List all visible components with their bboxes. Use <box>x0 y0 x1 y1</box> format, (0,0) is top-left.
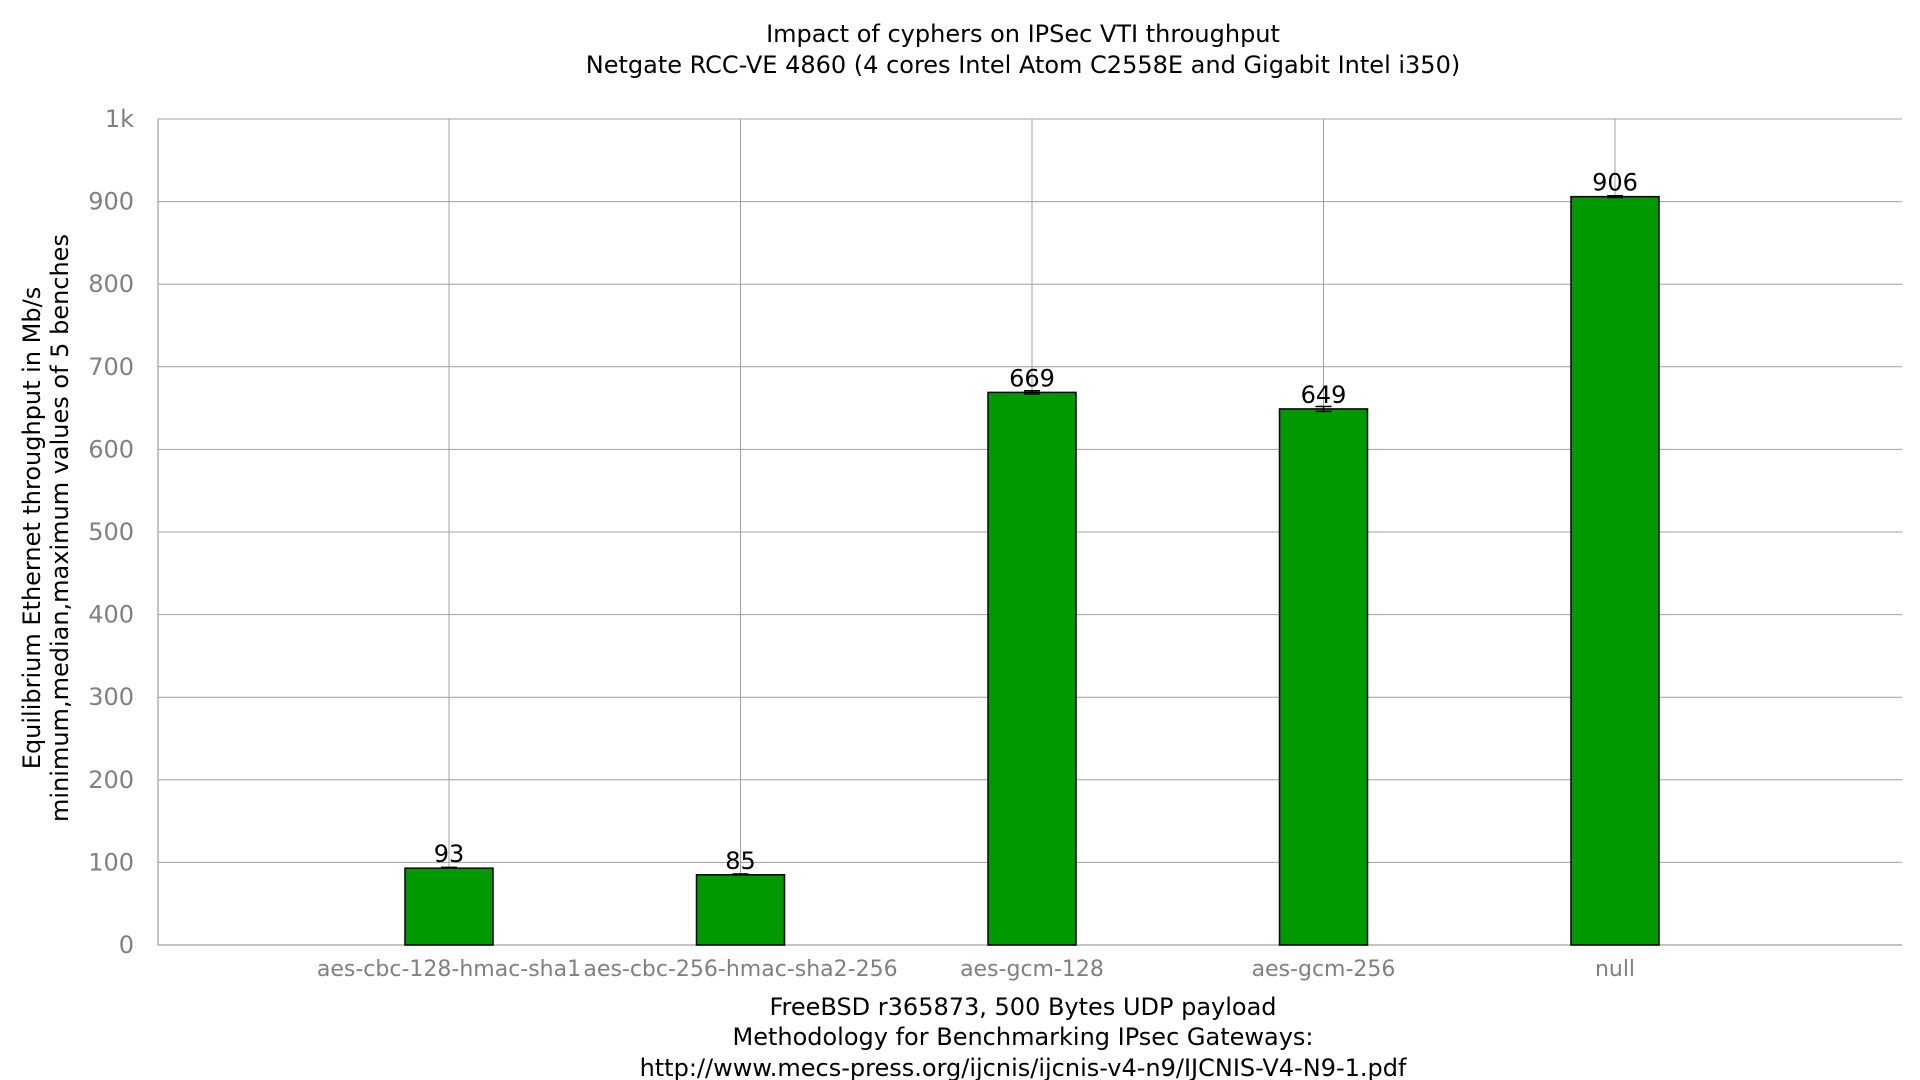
x-axis-label-url: http://www.mecs-press.org/ijcnis/ijcnis-… <box>640 1054 1407 1080</box>
chart-subtitle: Netgate RCC-VE 4860 (4 cores Intel Atom … <box>586 51 1460 79</box>
bar <box>695 874 786 946</box>
y-tick-label: 1k <box>105 105 134 133</box>
y-axis-label-secondary: minimum,median,maximum values of 5 bench… <box>46 234 74 822</box>
x-axis-label-methodology: Methodology for Benchmarking IPsec Gatew… <box>732 1023 1313 1051</box>
bar <box>1570 195 1660 946</box>
data-labels: 93 85 669 649 906 <box>434 169 1638 875</box>
bars <box>404 195 1660 946</box>
bar-value-label: 649 <box>1301 381 1347 409</box>
y-tick-label: 200 <box>88 766 134 794</box>
x-tick-label: null <box>1595 957 1635 982</box>
bar-value-label: 669 <box>1009 364 1055 392</box>
x-axis-ticks: aes-cbc-128-hmac-sha1 aes-cbc-256-hmac-sh… <box>317 957 1635 982</box>
x-tick-label: aes-gcm-256 <box>1252 957 1396 982</box>
bar <box>1278 408 1369 946</box>
y-tick-label: 100 <box>88 848 134 876</box>
y-tick-label: 300 <box>88 683 134 711</box>
y-axis-ticks: 0 100 200 300 400 500 600 700 800 900 1k <box>88 105 134 959</box>
y-tick-label: 900 <box>88 188 134 216</box>
x-axis-label: FreeBSD r365873, 500 Bytes UDP payload <box>769 993 1276 1021</box>
y-tick-label: 500 <box>88 518 134 546</box>
y-tick-label: 800 <box>88 270 134 298</box>
y-tick-label: 700 <box>88 353 134 381</box>
x-tick-label: aes-gcm-128 <box>960 957 1104 982</box>
bar-value-label: 906 <box>1592 169 1638 197</box>
bar <box>987 391 1077 946</box>
x-tick-label: aes-cbc-256-hmac-sha2-256 <box>583 957 897 982</box>
bar-value-label: 93 <box>434 840 465 868</box>
bar <box>404 867 494 946</box>
y-tick-label: 600 <box>88 435 134 463</box>
chart-title: Impact of cyphers on IPSec VTI throughpu… <box>766 20 1280 48</box>
y-tick-label: 0 <box>119 931 134 959</box>
bar-value-label: 85 <box>725 847 756 875</box>
y-tick-label: 400 <box>88 601 134 629</box>
y-axis-label: Equilibrium Ethernet throughput in Mb/s <box>18 287 46 769</box>
x-tick-label: aes-cbc-128-hmac-sha1 <box>317 957 581 982</box>
